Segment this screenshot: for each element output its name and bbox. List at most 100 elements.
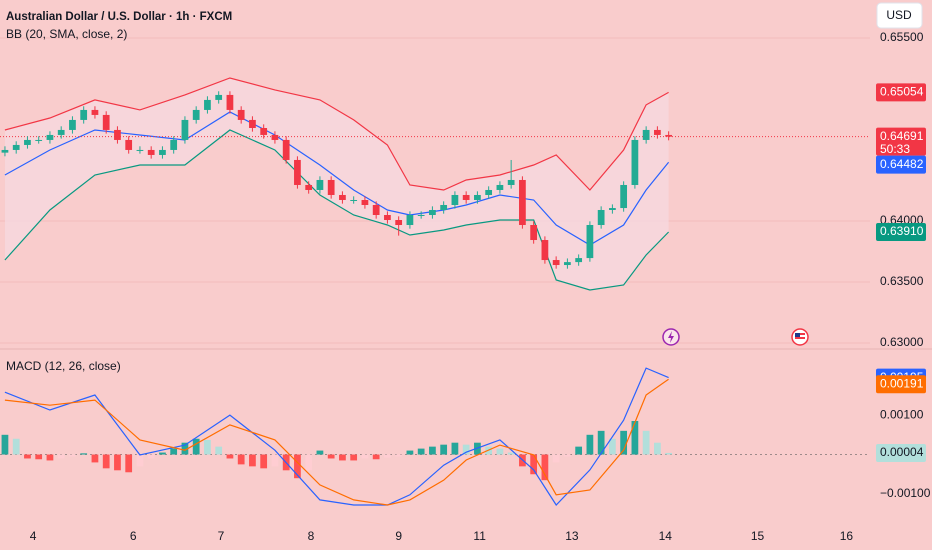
- histogram-bar: [327, 454, 335, 459]
- plot-front: 0.655000.640000.635000.630000.650540.639…: [1, 30, 931, 543]
- histogram-bar: [417, 448, 425, 455]
- y-tick-label: 0.65500: [880, 30, 924, 44]
- candle-body: [395, 220, 403, 226]
- histogram-bar: [215, 446, 223, 455]
- x-tick-label: 13: [565, 529, 579, 543]
- indicator-label: MACD (12, 26, close): [6, 359, 121, 373]
- histogram-bar: [69, 454, 76, 457]
- histogram-bar: [575, 446, 583, 455]
- button-bg[interactable]: [876, 2, 923, 29]
- histogram-bar: [181, 442, 189, 455]
- value-tag: [876, 222, 926, 241]
- value-tag: [876, 443, 926, 462]
- candle-body: [631, 139, 639, 185]
- histogram-bar: [226, 454, 234, 459]
- candle-body: [170, 139, 178, 150]
- histogram-bar: [642, 430, 650, 455]
- candle-body: [69, 119, 76, 130]
- x-tick-label: 15: [751, 529, 765, 543]
- histogram-bar: [35, 454, 43, 460]
- histogram-bar: [406, 450, 414, 455]
- histogram-bar: [384, 454, 391, 458]
- candle-body: [462, 194, 470, 200]
- histogram-bar: [350, 454, 358, 461]
- candle-body: [620, 184, 628, 209]
- candle-body: [474, 194, 481, 200]
- histogram-bar: [147, 454, 155, 459]
- candle-body: [215, 94, 223, 100]
- value-tag: [876, 375, 926, 394]
- histogram-bar: [125, 454, 133, 473]
- event-icon[interactable]: [662, 328, 680, 346]
- histogram-bar: [316, 450, 324, 455]
- candle-body: [249, 119, 256, 128]
- candle-body: [237, 109, 245, 120]
- event-icon[interactable]: [791, 328, 809, 346]
- icon-stripe: [795, 337, 805, 339]
- candle-body: [192, 109, 200, 120]
- currency-button[interactable]: USD: [876, 2, 923, 29]
- x-tick-label: 6: [130, 529, 137, 543]
- candle-body: [339, 194, 346, 200]
- histogram-bar: [451, 442, 459, 455]
- histogram-bar: [1, 434, 9, 455]
- histogram-bar: [260, 454, 268, 469]
- candle-body: [451, 194, 459, 205]
- histogram-bar: [24, 454, 31, 459]
- histogram-bar: [159, 452, 166, 455]
- button-label[interactable]: USD: [886, 8, 912, 22]
- candle-body: [136, 149, 144, 151]
- histogram-bar: [496, 448, 504, 455]
- y-tick-label: 0.00100: [880, 407, 924, 421]
- candle-body: [24, 139, 31, 145]
- histogram-bar: [12, 438, 20, 455]
- band-fill: [4, 77, 669, 291]
- candle-body: [57, 129, 65, 135]
- candle-body: [530, 225, 538, 241]
- candle-body: [564, 262, 571, 266]
- x-tick-label: 9: [395, 529, 402, 543]
- candle-body: [260, 127, 268, 135]
- candle-body: [575, 258, 583, 263]
- candle-body: [159, 149, 166, 155]
- x-tick-label: 7: [218, 529, 225, 543]
- histogram-bar: [102, 454, 110, 469]
- histogram-bar: [552, 454, 560, 463]
- candle-body: [12, 144, 20, 150]
- series-line: [4, 378, 669, 506]
- icon-canton: [795, 333, 800, 337]
- histogram-bar: [249, 454, 256, 467]
- plot-back: [0, 37, 870, 481]
- candle-body: [642, 129, 650, 140]
- histogram-bar: [620, 430, 628, 455]
- histogram-bar: [665, 452, 673, 455]
- candle-body: [204, 99, 211, 110]
- candle-body: [384, 214, 391, 221]
- icon-bolt: [668, 331, 674, 343]
- histogram-bar: [372, 454, 380, 460]
- candle-body: [406, 214, 414, 226]
- histogram-bar: [507, 452, 515, 455]
- candle-body: [597, 209, 605, 226]
- candle-body: [372, 204, 380, 215]
- y-tick-label: −0.00100: [880, 486, 931, 500]
- candle-body: [507, 179, 515, 185]
- histogram-bar: [541, 454, 549, 481]
- value-tag-label: 0.64691: [880, 129, 924, 143]
- candle-body: [46, 134, 54, 140]
- candle-body: [1, 149, 9, 153]
- histogram-bar: [192, 438, 200, 455]
- indicator-label: BB (20, SMA, close, 2): [6, 27, 127, 41]
- histogram-bar: [57, 454, 65, 459]
- candle-body: [181, 119, 189, 140]
- series-line: [4, 367, 669, 506]
- histogram-bar: [564, 454, 571, 457]
- y-tick-label: 0.63000: [880, 335, 924, 349]
- candle-body: [665, 134, 673, 137]
- histogram-bar: [46, 454, 54, 461]
- x-tick-label: 4: [30, 529, 37, 543]
- histogram-bar: [204, 439, 211, 455]
- histogram-bar: [294, 454, 301, 479]
